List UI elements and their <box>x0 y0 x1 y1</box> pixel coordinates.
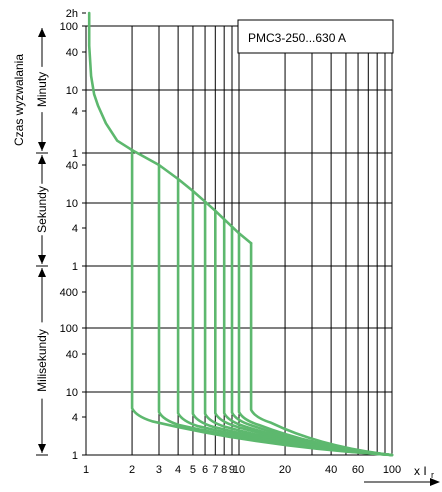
y-tick-label: 4 <box>72 223 78 235</box>
y-tick-label: 10 <box>66 387 78 399</box>
overload-line <box>130 148 253 245</box>
x-tick-label: 40 <box>325 464 337 476</box>
x-tick-label: 5 <box>190 464 196 476</box>
unit-arrow-down <box>38 255 46 264</box>
y-tick-label: 1 <box>72 261 78 273</box>
y-tick-label: 40 <box>66 160 78 172</box>
legend-label: PMC3-250...630 A <box>248 31 346 45</box>
x-tick-label: 2 <box>129 464 135 476</box>
trip-curves <box>87 11 394 457</box>
unit-band-label: Minuty <box>35 72 49 107</box>
legend-box <box>237 19 394 54</box>
x-axis-arrow-head <box>430 478 440 486</box>
trip-curve-ir-8 <box>222 218 394 457</box>
x-tick-label: 1 <box>83 464 89 476</box>
tick-labels: 1 2 3 4 5 6 7 8 910 20 40 60 1002h100401041401041400… <box>60 8 402 476</box>
unit-arrow-down <box>38 444 46 453</box>
y-tick-label: 10 <box>66 85 78 97</box>
trip-curve-ir-2 <box>130 148 394 457</box>
y-tick-label: 1 <box>72 148 78 160</box>
trip-curve-ir-10 <box>237 232 394 457</box>
y-tick-label: 100 <box>60 323 78 335</box>
unit-arrow-down <box>38 142 46 151</box>
trip-curve-ir-7 <box>214 209 394 457</box>
y-tick-label: 4 <box>72 106 78 118</box>
x-tick-label: 6 <box>202 464 208 476</box>
unit-arrow-up <box>38 155 46 164</box>
y-tick-label: 4 <box>72 412 78 424</box>
y-tick-label: 2h <box>66 8 78 20</box>
y-tick-label: 1 <box>72 450 78 462</box>
unit-arrow-up <box>38 28 46 37</box>
x-tick-label: 9 <box>229 464 235 476</box>
unit-band-label: Sekundy <box>35 186 49 233</box>
y-tick-label: 40 <box>66 47 78 59</box>
x-axis-label-sub: r <box>431 470 434 480</box>
y-tick-label: 400 <box>60 287 78 299</box>
thermal-curve <box>87 11 134 152</box>
y-axis-annotations: Minuty Sekundy Milisekundy <box>35 28 49 456</box>
x-tick-label: 4 <box>175 464 181 476</box>
y-tick-label: 100 <box>60 21 78 33</box>
x-tick-label: 20 <box>279 464 291 476</box>
x-axis-label: x I <box>414 464 427 478</box>
trip-curve-ir-5 <box>191 189 394 457</box>
x-tick-label: 100 <box>383 464 401 476</box>
x-axis-label-group: x I r <box>364 464 440 486</box>
x-tick-label: 60 <box>352 464 364 476</box>
trip-curve-ir-12 <box>249 241 394 457</box>
x-tick-label: 10 <box>233 464 245 476</box>
x-tick-label: 7 <box>212 464 218 476</box>
y-tick-label: 40 <box>66 349 78 361</box>
y-axis-label: Czas wyzwalania <box>12 54 26 146</box>
unit-arrow-up <box>38 268 46 277</box>
x-tick-label: 8 <box>221 464 227 476</box>
unit-band-label: Milisekundy <box>35 329 49 392</box>
x-tick-label: 3 <box>156 464 162 476</box>
y-tick-label: 10 <box>66 198 78 210</box>
